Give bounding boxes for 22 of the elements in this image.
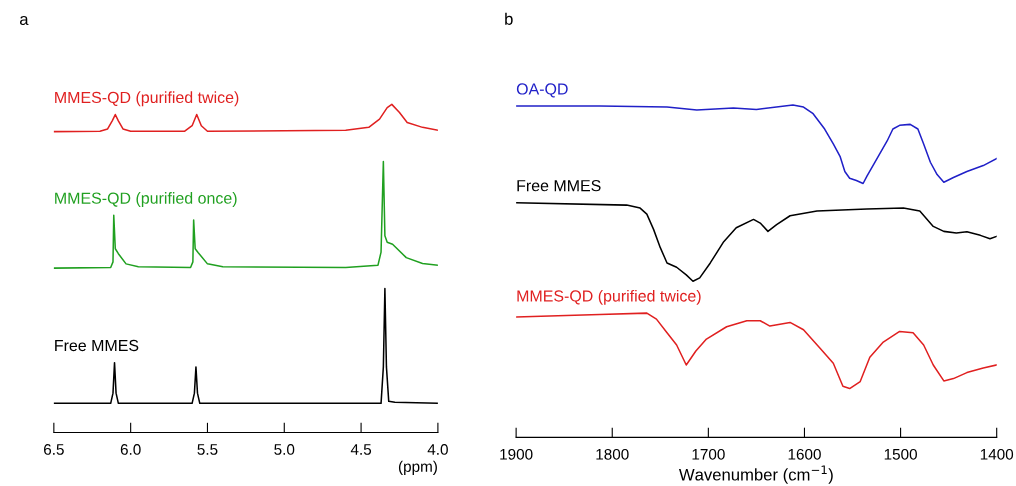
x-tick-label: 1400: [980, 448, 1014, 460]
chart-title: a: [19, 15, 29, 26]
x-tick-label: 1500: [884, 448, 917, 460]
series-label: Free MMES: [55, 339, 139, 352]
x-axis-title: Wavenumber (cm$^{−1}$): [678, 465, 833, 484]
x-tick-label: 1600: [788, 448, 821, 460]
series-label: Free MMES: [517, 179, 601, 192]
x-tick-label: 4.5: [350, 444, 372, 455]
x-tick-label: 6.0: [120, 444, 141, 455]
series-label: MMES-QD (purified twice): [55, 91, 239, 107]
x-tick-label: 5.0: [274, 444, 295, 455]
x-tick-label: 1700: [692, 448, 725, 460]
x-tick-label: 4.0: [427, 444, 448, 455]
series-label: OA-QD: [516, 83, 568, 98]
x-tick-label: 1900: [500, 448, 533, 460]
x-tick-label: 5.5: [197, 444, 218, 455]
x-axis-title: (ppm): [398, 460, 437, 475]
series-label: MMES-QD (purified twice): [517, 289, 701, 305]
x-tick-label: 6.5: [44, 444, 64, 455]
chart-title: b: [505, 12, 513, 25]
text: MMES-QD (purified once): [55, 192, 237, 207]
x-tick-label: 1800: [596, 448, 629, 460]
